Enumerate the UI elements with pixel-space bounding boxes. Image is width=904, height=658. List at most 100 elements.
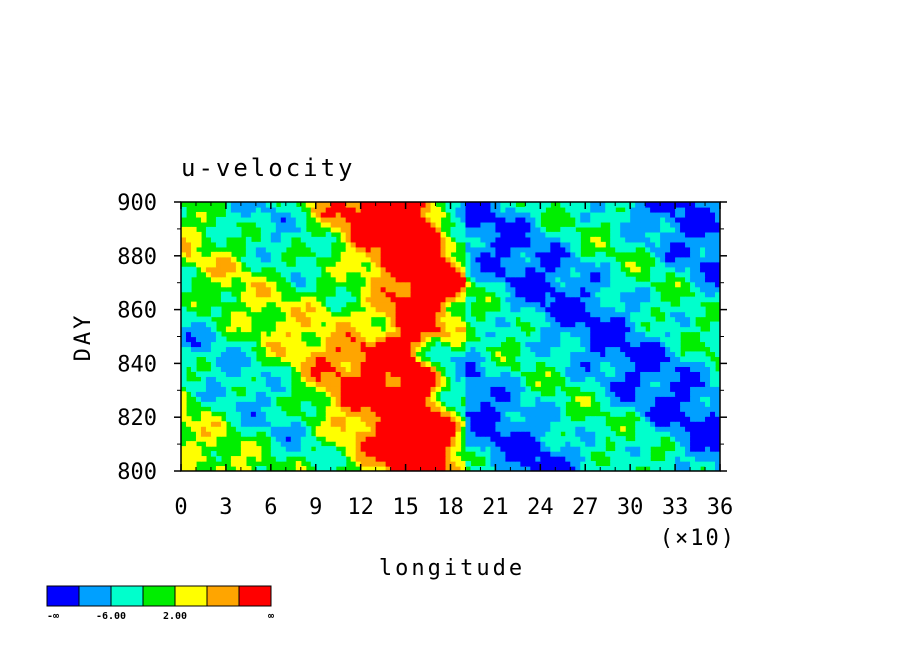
- field-cell: [545, 416, 551, 422]
- field-cell: [320, 251, 327, 258]
- field-cell: [465, 381, 472, 387]
- field-cell: [420, 206, 427, 213]
- field-cell: [660, 421, 666, 427]
- field-cell: [230, 416, 237, 422]
- field-cell: [655, 202, 661, 208]
- field-cell: [565, 461, 571, 467]
- field-cell: [355, 256, 362, 263]
- field-cell: [355, 426, 362, 432]
- field-cell: [310, 381, 317, 387]
- field-cell: [630, 401, 636, 407]
- field-cell: [695, 236, 701, 243]
- field-cell: [540, 271, 546, 278]
- field-cell: [215, 366, 222, 372]
- field-cell: [300, 366, 307, 372]
- field-cell: [255, 361, 262, 367]
- field-cell: [320, 446, 327, 452]
- field-cell: [340, 301, 347, 308]
- field-cell: [355, 202, 362, 208]
- field-cell: [595, 276, 601, 283]
- field-cell: [215, 416, 222, 422]
- field-cell: [185, 351, 192, 358]
- field-cell: [515, 311, 521, 318]
- field-cell: [710, 281, 716, 288]
- field-cell: [225, 381, 232, 387]
- field-cell: [715, 206, 720, 213]
- field-cell: [185, 316, 192, 323]
- field-cell: [575, 381, 581, 387]
- field-cell: [375, 311, 382, 318]
- field-cell: [350, 431, 357, 437]
- field-cell: [365, 271, 372, 278]
- field-cell: [555, 286, 561, 293]
- field-cell: [425, 416, 432, 422]
- field-cell: [635, 241, 641, 248]
- field-cell: [390, 341, 397, 348]
- field-cell: [315, 361, 322, 367]
- field-cell: [450, 261, 457, 268]
- field-cell: [655, 376, 661, 382]
- field-cell: [545, 231, 551, 238]
- field-cell: [385, 436, 392, 442]
- field-cell: [235, 341, 242, 348]
- field-cell: [181, 356, 187, 363]
- field-cell: [565, 276, 571, 283]
- field-cell: [430, 246, 437, 253]
- field-cell: [700, 296, 706, 303]
- field-cell: [470, 466, 477, 471]
- field-cell: [255, 246, 262, 253]
- field-cell: [425, 311, 432, 318]
- field-cell: [420, 446, 427, 452]
- field-cell: [270, 236, 277, 243]
- field-cell: [410, 356, 417, 363]
- field-cell: [490, 321, 497, 328]
- field-cell: [525, 202, 531, 208]
- field-cell: [360, 351, 367, 358]
- field-cell: [680, 381, 686, 387]
- field-cell: [535, 341, 541, 348]
- field-cell: [380, 371, 387, 377]
- field-cell: [640, 356, 646, 363]
- field-cell: [705, 261, 711, 268]
- field-cell: [535, 211, 541, 218]
- field-cell: [620, 426, 626, 432]
- field-cell: [205, 326, 212, 333]
- field-cell: [260, 206, 267, 213]
- field-cell: [260, 416, 267, 422]
- field-cell: [365, 436, 372, 442]
- field-cell: [655, 466, 661, 471]
- field-cell: [445, 426, 452, 432]
- field-cell: [675, 416, 681, 422]
- field-cell: [485, 206, 492, 213]
- field-cell: [550, 346, 556, 353]
- field-cell: [435, 466, 442, 471]
- field-cell: [670, 231, 676, 238]
- field-cell: [205, 426, 212, 432]
- field-cell: [680, 236, 686, 243]
- field-cell: [330, 406, 337, 412]
- field-cell: [530, 202, 536, 208]
- field-cell: [560, 366, 566, 372]
- field-cell: [330, 416, 337, 422]
- field-cell: [345, 446, 352, 452]
- field-cell: [450, 266, 457, 273]
- field-cell: [405, 271, 412, 278]
- field-cell: [410, 431, 417, 437]
- field-cell: [260, 421, 267, 427]
- field-cell: [715, 241, 720, 248]
- field-cell: [605, 451, 611, 457]
- field-cell: [655, 441, 661, 447]
- field-cell: [575, 321, 581, 328]
- field-cell: [385, 266, 392, 273]
- field-cell: [550, 281, 556, 288]
- field-cell: [435, 241, 442, 248]
- field-cell: [360, 401, 367, 407]
- x-tick-label: 24: [527, 495, 554, 520]
- field-cell: [695, 231, 701, 238]
- field-cell: [425, 261, 432, 268]
- field-cell: [380, 376, 387, 382]
- field-cell: [520, 416, 526, 422]
- field-cell: [415, 251, 422, 258]
- field-cell: [260, 411, 267, 417]
- field-cell: [435, 271, 442, 278]
